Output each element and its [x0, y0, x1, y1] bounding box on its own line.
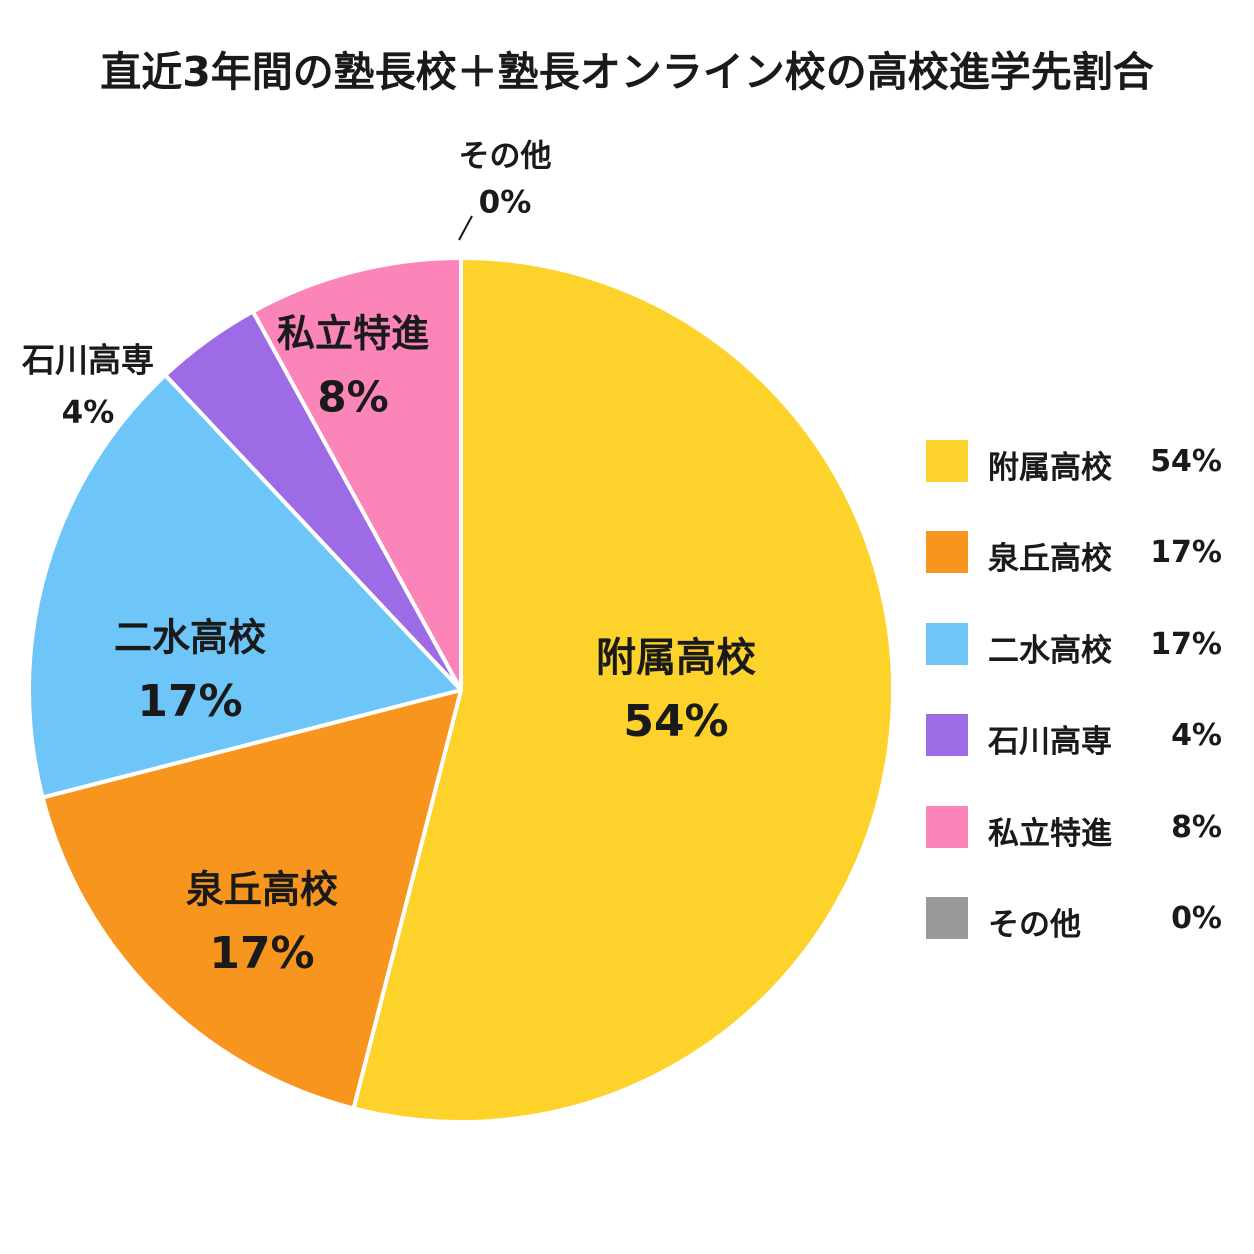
- legend-value: 54%: [1150, 444, 1222, 479]
- legend-item-other: その他 0%: [926, 896, 1226, 988]
- legend-swatch: [926, 622, 968, 665]
- slice-label: 石川高専: [21, 341, 154, 380]
- slice-value-label: 4%: [62, 395, 115, 431]
- legend-swatch: [926, 531, 968, 574]
- pie-slice: [250, 256, 463, 692]
- slice-label: 附属高校: [596, 635, 756, 681]
- legend-item-fuzoku: 附属高校 54%: [926, 440, 1226, 531]
- slice-label: その他: [459, 139, 552, 175]
- legend-value: 17%: [1150, 535, 1222, 571]
- legend-value: 0%: [1171, 900, 1222, 936]
- legend-label: 泉丘高校: [988, 541, 1112, 578]
- slice-label: 二水高校: [114, 616, 266, 660]
- legend-value: 8%: [1171, 809, 1222, 845]
- legend-label: 石川高専: [988, 724, 1112, 761]
- legend-label: 私立特進: [988, 815, 1112, 852]
- legend-swatch: [926, 714, 968, 757]
- slice-value-label: 0%: [479, 185, 532, 221]
- slice-value-label: 17%: [137, 676, 242, 727]
- chart-title: 直近3年間の塾長校＋塾長オンライン校の高校進学先割合: [100, 48, 1154, 96]
- legend-swatch: [926, 896, 968, 939]
- pie-slice: [40, 688, 463, 1111]
- legend-swatch: [926, 805, 968, 848]
- legend-swatch: [926, 440, 968, 482]
- slice-value-label: 8%: [317, 373, 388, 422]
- legend-label: 附属高校: [988, 450, 1112, 486]
- slice-value-label: 54%: [623, 696, 728, 747]
- slice-label: 泉丘高校: [186, 868, 338, 912]
- legend-value: 17%: [1150, 626, 1222, 662]
- slice-value-label: 17%: [209, 928, 314, 979]
- pie-slice: [351, 256, 895, 1124]
- legend-value: 4%: [1171, 718, 1222, 754]
- slice-label: 私立特進: [277, 312, 429, 356]
- legend-item-nisui: 二水高校 17%: [926, 622, 1226, 714]
- legend: 附属高校 54% 泉丘高校 17% 二水高校 17% 石川高専 4% 私立特進 …: [926, 440, 1226, 988]
- leader-line: [458, 215, 473, 241]
- legend-item-shiritsu-tokushin: 私立特進 8%: [926, 805, 1226, 897]
- legend-label: 二水高校: [988, 632, 1112, 669]
- legend-item-ishikawa-kosen: 石川高専 4%: [926, 714, 1226, 805]
- legend-label: その他: [988, 906, 1081, 943]
- legend-item-izumigaoka: 泉丘高校 17%: [926, 531, 1226, 622]
- pie-slice: [27, 373, 463, 800]
